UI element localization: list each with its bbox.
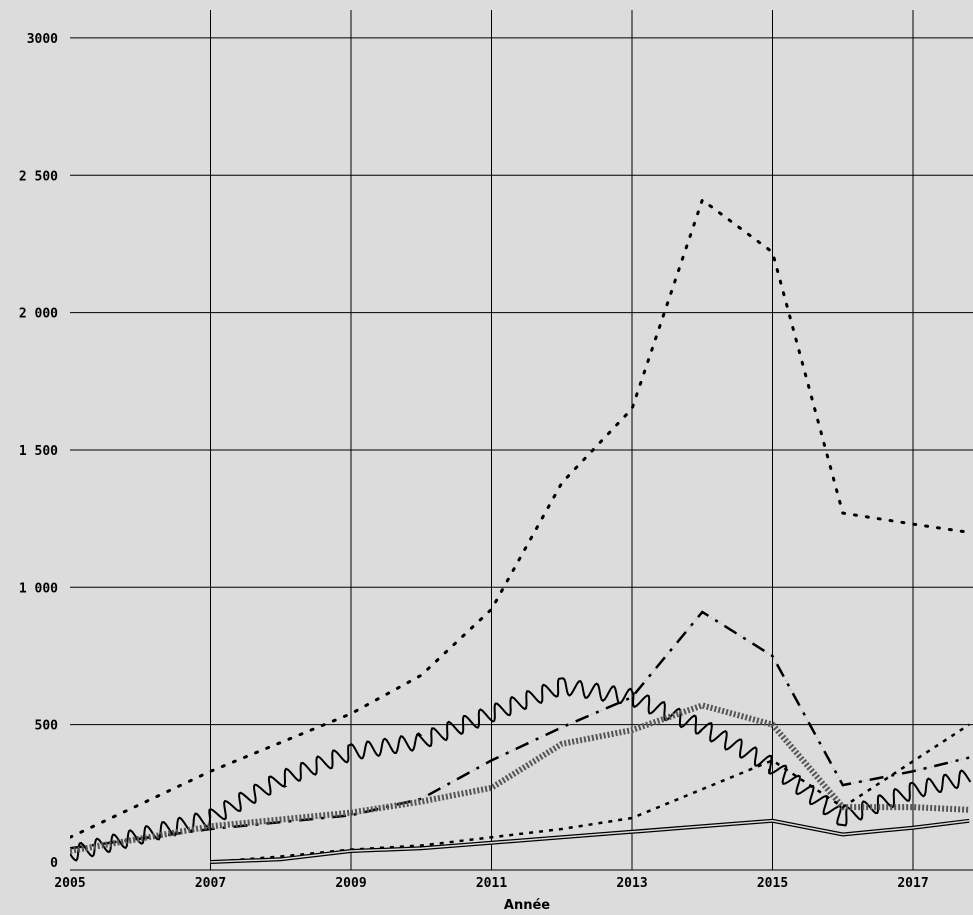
series-2-line-dots [70, 610, 970, 850]
series-6-line [210, 818, 970, 864]
series-group [70, 197, 972, 864]
y-tick-label: 0 [50, 856, 58, 871]
series-4-line [70, 702, 970, 854]
series-2-line [70, 610, 970, 850]
series-6-line-inner [210, 820, 970, 863]
x-tick-label: 2015 [757, 876, 788, 891]
series-5-line [210, 723, 970, 864]
grid [70, 10, 973, 871]
series-1-line [70, 197, 971, 839]
tick-labels: 0 500 1 000 1 500 2 000 2 500 3000 2005 2007 2009… [19, 32, 929, 891]
y-tick-label: 2 000 [19, 307, 58, 322]
x-tick-label: 2017 [897, 876, 928, 891]
series-3-line [70, 677, 972, 862]
x-tick-label: 2011 [476, 876, 507, 891]
y-tick-label: 3000 [27, 32, 58, 47]
y-tick-label: 1 500 [19, 444, 58, 459]
x-tick-label: 2009 [335, 876, 366, 891]
x-axis-title: Année [504, 898, 550, 913]
y-tick-label: 1 000 [19, 581, 58, 596]
x-tick-label: 2005 [54, 876, 85, 891]
x-tick-label: 2013 [616, 876, 647, 891]
x-tick-label: 2007 [195, 876, 226, 891]
y-tick-label: 500 [35, 719, 59, 734]
y-tick-label: 2 500 [19, 169, 58, 184]
